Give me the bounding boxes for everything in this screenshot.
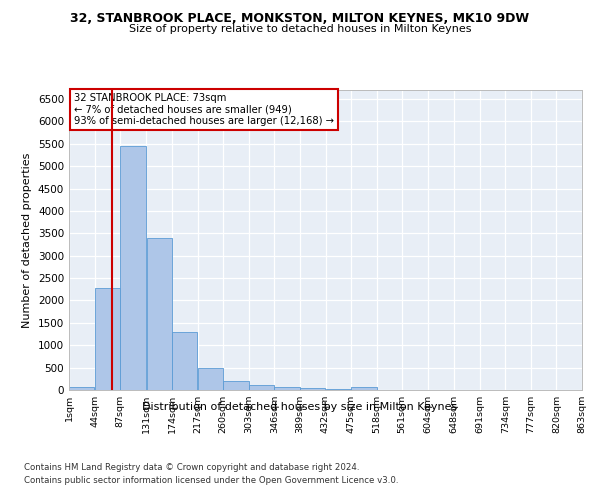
Bar [146, 238, 172, 390]
Bar [274, 386, 300, 390]
Bar [95, 288, 120, 390]
Bar [197, 368, 223, 390]
Text: Distribution of detached houses by size in Milton Keynes: Distribution of detached houses by size … [142, 402, 458, 412]
Bar [351, 386, 377, 390]
Bar [121, 146, 146, 390]
Text: 32, STANBROOK PLACE, MONKSTON, MILTON KEYNES, MK10 9DW: 32, STANBROOK PLACE, MONKSTON, MILTON KE… [70, 12, 530, 26]
Bar [326, 388, 351, 390]
Bar [69, 386, 94, 390]
Text: Contains HM Land Registry data © Crown copyright and database right 2024.: Contains HM Land Registry data © Crown c… [24, 462, 359, 471]
Bar [172, 332, 197, 390]
Text: Size of property relative to detached houses in Milton Keynes: Size of property relative to detached ho… [129, 24, 471, 34]
Text: 32 STANBROOK PLACE: 73sqm
← 7% of detached houses are smaller (949)
93% of semi-: 32 STANBROOK PLACE: 73sqm ← 7% of detach… [74, 93, 334, 126]
Bar [249, 385, 274, 390]
Y-axis label: Number of detached properties: Number of detached properties [22, 152, 32, 328]
Text: Contains public sector information licensed under the Open Government Licence v3: Contains public sector information licen… [24, 476, 398, 485]
Bar [223, 382, 248, 390]
Bar [300, 388, 325, 390]
